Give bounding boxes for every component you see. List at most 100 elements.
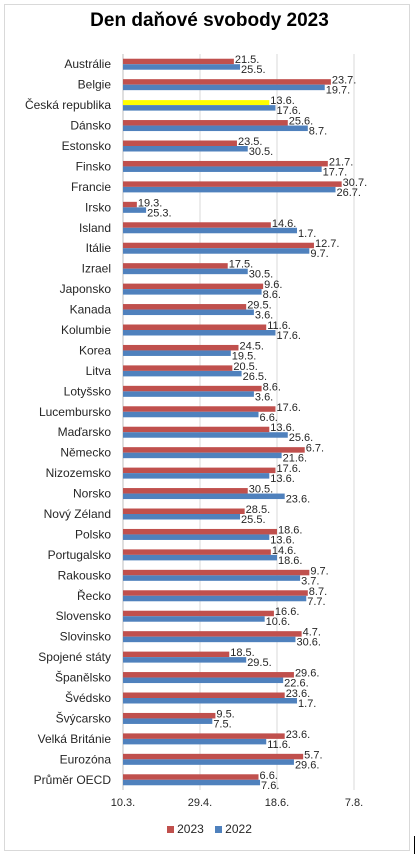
value-label-2023: 29.6. bbox=[295, 668, 319, 680]
bar-2023 bbox=[123, 160, 328, 167]
bar-2023 bbox=[123, 774, 259, 780]
value-label-2022: 10.6. bbox=[266, 616, 290, 628]
value-label-2022: 1.7. bbox=[298, 228, 316, 240]
value-label-2022: 8.6. bbox=[263, 289, 281, 301]
bar-2023 bbox=[123, 263, 228, 269]
value-label-2023: 17.6. bbox=[276, 463, 300, 475]
value-label-2023: 19.3. bbox=[138, 197, 162, 209]
value-label-2022: 26.7. bbox=[337, 187, 361, 199]
category-label: Izrael bbox=[82, 262, 111, 276]
legend: 2023 2022 bbox=[0, 822, 419, 836]
bar-2022 bbox=[123, 166, 322, 172]
bar-2023 bbox=[123, 79, 331, 85]
value-label-2023: 18.6. bbox=[278, 524, 302, 536]
bar-2023 bbox=[123, 324, 267, 330]
x-tick-label: 29.4. bbox=[188, 797, 212, 809]
bar-2023 bbox=[123, 283, 264, 290]
bar-2023 bbox=[123, 201, 137, 208]
category-label: Nizozemsko bbox=[46, 466, 112, 480]
category-label: Norsko bbox=[73, 487, 111, 501]
bar-2022 bbox=[123, 84, 325, 91]
bar-2023 bbox=[123, 222, 271, 228]
value-label-2023: 11.6. bbox=[267, 320, 291, 332]
value-label-2022: 1.7. bbox=[298, 698, 316, 710]
value-label-2023: 29.5. bbox=[247, 300, 271, 312]
bar-2023 bbox=[123, 365, 233, 371]
value-labels: 21.5.25.5.23.7.19.7.13.6.17.6.25.6.8.7.2… bbox=[138, 54, 367, 792]
value-label-2023: 8.7. bbox=[309, 586, 327, 598]
category-label: Německo bbox=[60, 446, 111, 460]
bar-2022 bbox=[123, 514, 241, 520]
bar-2022 bbox=[123, 64, 241, 70]
value-label-2022: 3.7. bbox=[301, 575, 319, 587]
bar-2023 bbox=[123, 733, 285, 739]
value-label-2022: 9.7. bbox=[310, 248, 328, 260]
value-label-2022: 23.6. bbox=[286, 494, 310, 506]
value-label-2023: 23.7. bbox=[332, 75, 356, 87]
bar-2023 bbox=[123, 426, 270, 433]
bar-2022 bbox=[123, 636, 296, 643]
value-label-2023: 16.6. bbox=[275, 606, 299, 618]
bar-2023 bbox=[123, 385, 262, 392]
value-label-2023: 30.5. bbox=[249, 484, 273, 496]
bar-2022 bbox=[123, 186, 336, 193]
bar-2023 bbox=[123, 447, 305, 453]
category-label: Kanada bbox=[70, 303, 112, 317]
edge-line bbox=[414, 836, 415, 854]
bar-2022 bbox=[123, 677, 284, 684]
legend-label-2022: 2022 bbox=[225, 822, 252, 836]
value-label-2022: 7.5. bbox=[213, 718, 231, 730]
highlight-bar bbox=[123, 100, 270, 106]
category-label: Korea bbox=[79, 343, 111, 357]
bar-2022 bbox=[123, 330, 276, 336]
bar-2022 bbox=[123, 105, 276, 111]
bar-2023 bbox=[123, 672, 294, 678]
bar-2023 bbox=[123, 120, 288, 126]
value-label-2022: 7.7. bbox=[307, 596, 325, 608]
value-label-2023: 21.5. bbox=[235, 54, 259, 66]
category-label: Maďarsko bbox=[58, 425, 112, 439]
category-label: Průměr OECD bbox=[34, 773, 112, 787]
category-label: Švédsko bbox=[65, 690, 111, 705]
category-label: Francie bbox=[71, 180, 111, 194]
value-label-2022: 22.6. bbox=[284, 678, 308, 690]
bar-2023 bbox=[123, 488, 248, 494]
bar-2023 bbox=[123, 549, 271, 555]
category-label: Lucembursko bbox=[39, 405, 111, 419]
bar-2022 bbox=[123, 411, 259, 418]
value-label-2023: 9.6. bbox=[264, 279, 282, 291]
bar-2022 bbox=[123, 493, 285, 500]
legend-item-2022: 2022 bbox=[215, 822, 252, 836]
value-label-2023: 6.6. bbox=[260, 770, 278, 782]
bar-2022 bbox=[123, 432, 288, 438]
category-label: Estonsko bbox=[62, 139, 112, 153]
value-label-2022: 17.6. bbox=[276, 105, 300, 117]
bar-2022 bbox=[123, 718, 213, 724]
legend-swatch-2022 bbox=[215, 826, 223, 834]
value-label-2022: 30.6. bbox=[296, 637, 320, 649]
bar-2023 bbox=[123, 651, 230, 658]
bar-2022 bbox=[123, 616, 265, 622]
legend-swatch-2023 bbox=[167, 826, 175, 834]
bar-2023 bbox=[123, 569, 310, 576]
bar-2023 bbox=[123, 712, 216, 719]
bar-2022 bbox=[123, 554, 277, 561]
category-label: Litva bbox=[86, 364, 112, 378]
value-label-2022: 30.5. bbox=[249, 269, 273, 281]
value-label-2023: 17.5. bbox=[229, 259, 253, 271]
bar-2022 bbox=[123, 698, 298, 704]
category-label: Velká Británie bbox=[38, 732, 112, 746]
value-label-2022: 21.6. bbox=[283, 453, 307, 465]
value-label-2023: 13.6. bbox=[270, 95, 294, 107]
value-label-2023: 12.7. bbox=[315, 238, 339, 250]
value-label-2022: 29.6. bbox=[295, 759, 319, 771]
value-label-2023: 9.5. bbox=[216, 708, 234, 720]
bar-2022 bbox=[123, 779, 261, 786]
category-labels: Austrálie Belgie Česká republika Dánsko Esto… bbox=[25, 57, 111, 787]
value-label-2022: 3.6. bbox=[255, 310, 273, 322]
value-label-2023: 23.5. bbox=[238, 136, 262, 148]
bar-2022 bbox=[123, 534, 270, 540]
bar-2023 bbox=[123, 590, 308, 596]
value-label-2022: 25.6. bbox=[289, 432, 313, 444]
value-label-2022: 8.7. bbox=[309, 126, 327, 138]
